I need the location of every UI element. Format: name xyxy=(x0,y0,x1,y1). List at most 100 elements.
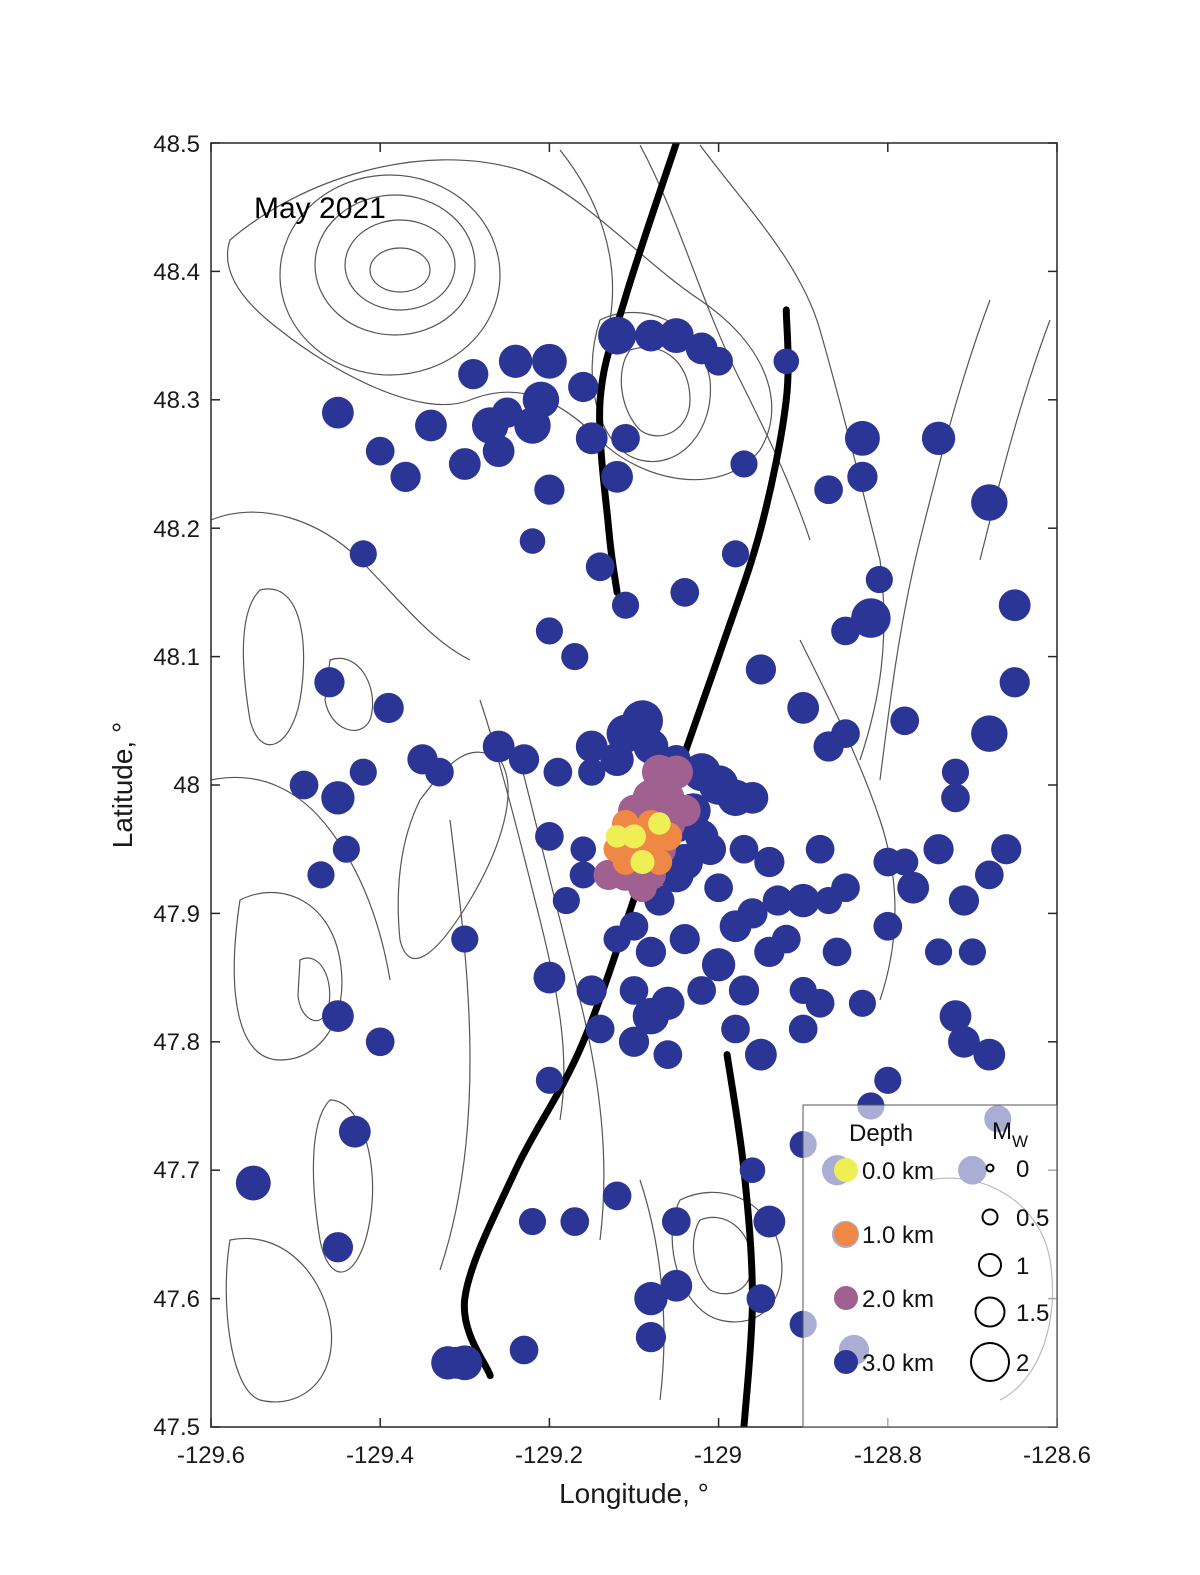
x-tick-label: -129.4 xyxy=(346,1442,414,1469)
earthquake-point-depth-3km xyxy=(415,409,447,442)
earthquake-point-depth-3km xyxy=(635,1321,667,1353)
legend-mag-label: 2 xyxy=(1016,1350,1029,1377)
legend-depth-label: 3.0 km xyxy=(862,1350,934,1377)
earthquake-point-depth-3km xyxy=(632,997,670,1035)
y-tick-labels: 48.5 48.4 48.3 48.2 48.1 48 47.9 47.8 47… xyxy=(153,131,200,1441)
fault-trace-1 xyxy=(596,143,680,596)
y-tick-label: 48.5 xyxy=(153,131,200,158)
earthquake-point-depth-3km xyxy=(518,1207,547,1236)
earthquake-point-depth-3km xyxy=(543,757,573,787)
earthquake-point-depth-3km xyxy=(958,938,986,966)
earthquake-point-depth-1km xyxy=(612,849,639,875)
earthquake-point-depth-3km xyxy=(321,781,355,815)
earthquake-point-depth-3km xyxy=(786,883,820,918)
legend-magnitude-subscript: W xyxy=(1012,1132,1028,1151)
earthquake-point-depth-3km xyxy=(602,1181,632,1211)
earthquake-point-depth-3km xyxy=(669,923,700,955)
earthquake-point-depth-1km xyxy=(646,849,673,875)
contour-line xyxy=(439,819,471,1271)
earthquake-point-depth-3km xyxy=(753,1205,786,1238)
earthquake-point-depth-3km xyxy=(534,474,565,505)
earthquake-point-depth-3km xyxy=(788,1014,818,1044)
earthquake-point-depth-3km xyxy=(948,1025,980,1058)
earthquake-point-depth-3km xyxy=(660,1269,693,1302)
earthquake-point-depth-3km xyxy=(332,835,360,863)
earthquake-point-depth-3km xyxy=(865,565,893,594)
legend-mag-marker-0 xyxy=(985,1163,995,1173)
earthquake-point-depth-3km xyxy=(451,925,479,953)
y-tick-label: 47.6 xyxy=(153,1286,200,1313)
earthquake-point-depth-3km xyxy=(745,654,777,685)
earthquake-point-depth-3km xyxy=(600,742,634,776)
earthquake-point-depth-3km xyxy=(338,1115,371,1148)
legend-depth-label: 0.0 km xyxy=(862,1158,934,1185)
contour-line xyxy=(225,1237,333,1403)
legend-depth-title: Depth xyxy=(849,1120,913,1147)
earthquake-point-depth-3km xyxy=(844,420,880,456)
x-tick-label: -129.6 xyxy=(177,1442,245,1469)
earthquake-point-depth-3km xyxy=(974,860,1004,890)
earthquake-point-depth-3km xyxy=(509,1335,539,1365)
earthquake-point-depth-3km xyxy=(425,757,454,787)
earthquake-point-depth-3km xyxy=(601,460,633,493)
y-tick-label: 47.8 xyxy=(153,1029,200,1056)
y-tick-label: 48.1 xyxy=(153,644,200,671)
earthquake-point-depth-0km xyxy=(621,824,647,849)
earthquake-point-depth-3km xyxy=(971,715,1008,752)
earthquake-point-depth-3km xyxy=(561,643,589,671)
earthquake-point-depth-3km xyxy=(611,423,640,453)
earthquake-point-depth-3km xyxy=(535,822,564,851)
legend-mag-label: 1.5 xyxy=(1016,1300,1049,1327)
earthquake-point-depth-3km xyxy=(874,1066,902,1094)
earthquake-point-depth-3km xyxy=(531,343,567,379)
earthquake-points xyxy=(235,316,1031,1381)
earthquake-point-depth-3km xyxy=(704,873,733,903)
earthquake-point-depth-3km xyxy=(498,344,533,378)
earthquake-point-depth-3km xyxy=(851,598,891,638)
earthquake-point-depth-3km xyxy=(973,1038,1006,1071)
y-axis-title: Latitude, ° xyxy=(107,722,138,848)
earthquake-point-depth-3km xyxy=(728,975,760,1006)
earthquake-point-depth-3km xyxy=(598,316,637,355)
earthquake-point-depth-3km xyxy=(762,885,793,916)
x-tick-label: -128.6 xyxy=(1023,1442,1091,1469)
y-tick-label: 47.9 xyxy=(153,901,200,928)
earthquake-point-depth-3km xyxy=(585,1014,615,1044)
earthquake-point-depth-3km xyxy=(322,1232,354,1263)
earthquake-point-depth-3km xyxy=(635,936,667,968)
earthquake-point-depth-3km xyxy=(611,591,640,619)
x-tick-label: -129.2 xyxy=(515,1442,583,1469)
earthquake-point-depth-3km xyxy=(873,911,903,941)
earthquake-point-depth-3km xyxy=(533,961,566,994)
earthquake-point-depth-3km xyxy=(349,540,377,568)
contour-line xyxy=(397,751,509,960)
earthquake-point-depth-3km xyxy=(848,989,876,1017)
y-tick-label: 48.3 xyxy=(153,387,200,414)
earthquake-point-depth-3km xyxy=(814,475,843,505)
y-tick-label: 48 xyxy=(173,772,200,799)
earthquake-point-depth-3km xyxy=(971,484,1008,521)
x-tick-label: -129 xyxy=(694,1442,742,1469)
contour-line xyxy=(559,149,614,321)
earthquake-point-depth-0km xyxy=(648,812,671,835)
earthquake-point-depth-3km xyxy=(314,667,345,698)
earthquake-point-depth-3km xyxy=(322,1000,354,1033)
earthquake-point-depth-3km xyxy=(771,924,801,954)
seamount-contour xyxy=(314,194,476,336)
contour-line xyxy=(620,346,691,437)
earthquake-point-depth-3km xyxy=(998,589,1031,622)
legend-mag-label: 0 xyxy=(1016,1156,1029,1183)
earthquake-point-depth-3km xyxy=(754,846,785,878)
legend-magnitude-title: MW xyxy=(992,1118,1028,1151)
earthquake-point-depth-3km xyxy=(890,706,920,736)
legend-depth-label: 1.0 km xyxy=(862,1222,934,1249)
contour-line xyxy=(879,299,991,781)
y-tick-label: 47.7 xyxy=(153,1157,200,1184)
earthquake-point-depth-3km xyxy=(458,358,489,390)
earthquake-point-depth-3km xyxy=(923,834,954,865)
earthquake-point-depth-3km xyxy=(719,910,752,943)
legend-depth-marker-3 xyxy=(834,1350,858,1374)
contour-line xyxy=(639,144,811,541)
earthquake-point-depth-2km xyxy=(659,755,693,789)
